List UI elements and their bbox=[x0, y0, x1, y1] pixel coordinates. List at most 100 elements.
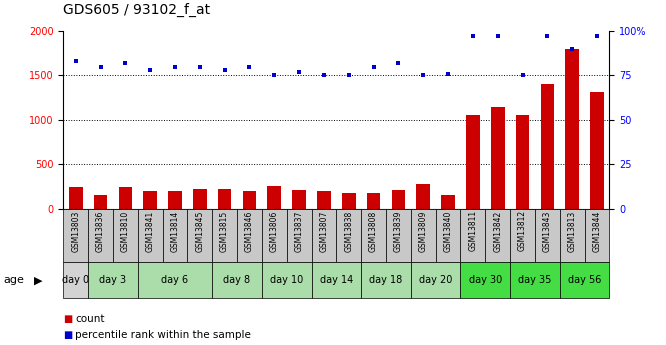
Point bbox=[393, 60, 404, 66]
Text: percentile rank within the sample: percentile rank within the sample bbox=[75, 331, 251, 340]
Text: GSM13808: GSM13808 bbox=[369, 210, 378, 252]
Text: GSM13842: GSM13842 bbox=[494, 210, 502, 252]
Point bbox=[468, 33, 478, 39]
Text: day 35: day 35 bbox=[518, 275, 551, 285]
Text: ▶: ▶ bbox=[35, 275, 43, 285]
Point bbox=[517, 73, 528, 78]
Text: ■: ■ bbox=[63, 314, 73, 324]
Text: GSM13837: GSM13837 bbox=[294, 210, 304, 252]
Text: GSM13803: GSM13803 bbox=[71, 210, 80, 252]
Text: GSM13806: GSM13806 bbox=[270, 210, 279, 252]
FancyBboxPatch shape bbox=[88, 262, 138, 298]
Bar bbox=[491, 107, 505, 209]
FancyBboxPatch shape bbox=[212, 262, 262, 298]
Point bbox=[492, 33, 503, 39]
Point bbox=[170, 64, 180, 69]
Bar bbox=[218, 189, 232, 209]
Bar bbox=[441, 195, 455, 209]
Bar bbox=[119, 187, 132, 209]
Text: GSM13843: GSM13843 bbox=[543, 210, 552, 252]
Point bbox=[269, 73, 280, 78]
Text: GSM13844: GSM13844 bbox=[593, 210, 601, 252]
Text: GSM13813: GSM13813 bbox=[567, 210, 577, 252]
FancyBboxPatch shape bbox=[585, 209, 609, 262]
Text: ■: ■ bbox=[63, 331, 73, 340]
FancyBboxPatch shape bbox=[460, 209, 486, 262]
Bar bbox=[416, 184, 430, 209]
Bar bbox=[590, 92, 604, 209]
FancyBboxPatch shape bbox=[138, 262, 212, 298]
Point bbox=[368, 64, 379, 69]
Bar bbox=[193, 189, 206, 209]
Text: GSM13809: GSM13809 bbox=[419, 210, 428, 252]
Point bbox=[418, 73, 428, 78]
Text: GSM13838: GSM13838 bbox=[344, 210, 353, 252]
FancyBboxPatch shape bbox=[212, 209, 237, 262]
FancyBboxPatch shape bbox=[559, 262, 609, 298]
FancyBboxPatch shape bbox=[411, 209, 436, 262]
FancyBboxPatch shape bbox=[286, 209, 312, 262]
FancyBboxPatch shape bbox=[113, 209, 138, 262]
Point bbox=[344, 73, 354, 78]
Text: GDS605 / 93102_f_at: GDS605 / 93102_f_at bbox=[63, 3, 210, 17]
Text: day 14: day 14 bbox=[320, 275, 353, 285]
FancyBboxPatch shape bbox=[187, 209, 212, 262]
Bar bbox=[317, 191, 331, 209]
FancyBboxPatch shape bbox=[63, 209, 88, 262]
Text: count: count bbox=[75, 314, 105, 324]
FancyBboxPatch shape bbox=[262, 209, 286, 262]
Point bbox=[244, 64, 255, 69]
Bar bbox=[268, 186, 281, 209]
Text: day 18: day 18 bbox=[370, 275, 403, 285]
FancyBboxPatch shape bbox=[460, 262, 510, 298]
Text: GSM13836: GSM13836 bbox=[96, 210, 105, 252]
FancyBboxPatch shape bbox=[510, 262, 559, 298]
Text: GSM13840: GSM13840 bbox=[444, 210, 452, 252]
FancyBboxPatch shape bbox=[535, 209, 559, 262]
FancyBboxPatch shape bbox=[361, 209, 386, 262]
Bar bbox=[94, 195, 107, 209]
Bar bbox=[367, 193, 380, 209]
Text: GSM13841: GSM13841 bbox=[146, 210, 155, 252]
Point bbox=[591, 33, 602, 39]
Bar bbox=[515, 115, 529, 209]
Text: GSM13814: GSM13814 bbox=[170, 210, 179, 252]
Text: day 8: day 8 bbox=[224, 275, 250, 285]
Text: day 20: day 20 bbox=[419, 275, 452, 285]
Point bbox=[95, 64, 106, 69]
FancyBboxPatch shape bbox=[163, 209, 187, 262]
Point bbox=[194, 64, 205, 69]
Text: day 3: day 3 bbox=[99, 275, 127, 285]
FancyBboxPatch shape bbox=[411, 262, 460, 298]
FancyBboxPatch shape bbox=[559, 209, 585, 262]
Text: day 0: day 0 bbox=[62, 275, 89, 285]
FancyBboxPatch shape bbox=[237, 209, 262, 262]
FancyBboxPatch shape bbox=[262, 262, 312, 298]
Bar bbox=[565, 49, 579, 209]
FancyBboxPatch shape bbox=[88, 209, 113, 262]
Point bbox=[318, 73, 329, 78]
Text: GSM13810: GSM13810 bbox=[121, 210, 130, 252]
Point bbox=[542, 33, 553, 39]
Point bbox=[120, 60, 131, 66]
Text: GSM13812: GSM13812 bbox=[518, 210, 527, 252]
FancyBboxPatch shape bbox=[138, 209, 163, 262]
FancyBboxPatch shape bbox=[486, 209, 510, 262]
Bar bbox=[242, 191, 256, 209]
FancyBboxPatch shape bbox=[312, 209, 336, 262]
Point bbox=[294, 69, 304, 75]
Point bbox=[443, 71, 454, 77]
Point bbox=[71, 59, 81, 64]
Bar bbox=[292, 190, 306, 209]
Text: GSM13846: GSM13846 bbox=[245, 210, 254, 252]
Text: day 6: day 6 bbox=[161, 275, 188, 285]
FancyBboxPatch shape bbox=[510, 209, 535, 262]
Text: day 30: day 30 bbox=[469, 275, 502, 285]
Bar bbox=[143, 191, 157, 209]
Bar bbox=[168, 191, 182, 209]
FancyBboxPatch shape bbox=[386, 209, 411, 262]
Text: GSM13815: GSM13815 bbox=[220, 210, 229, 252]
Bar bbox=[541, 84, 554, 209]
Point bbox=[145, 67, 155, 73]
FancyBboxPatch shape bbox=[312, 262, 361, 298]
